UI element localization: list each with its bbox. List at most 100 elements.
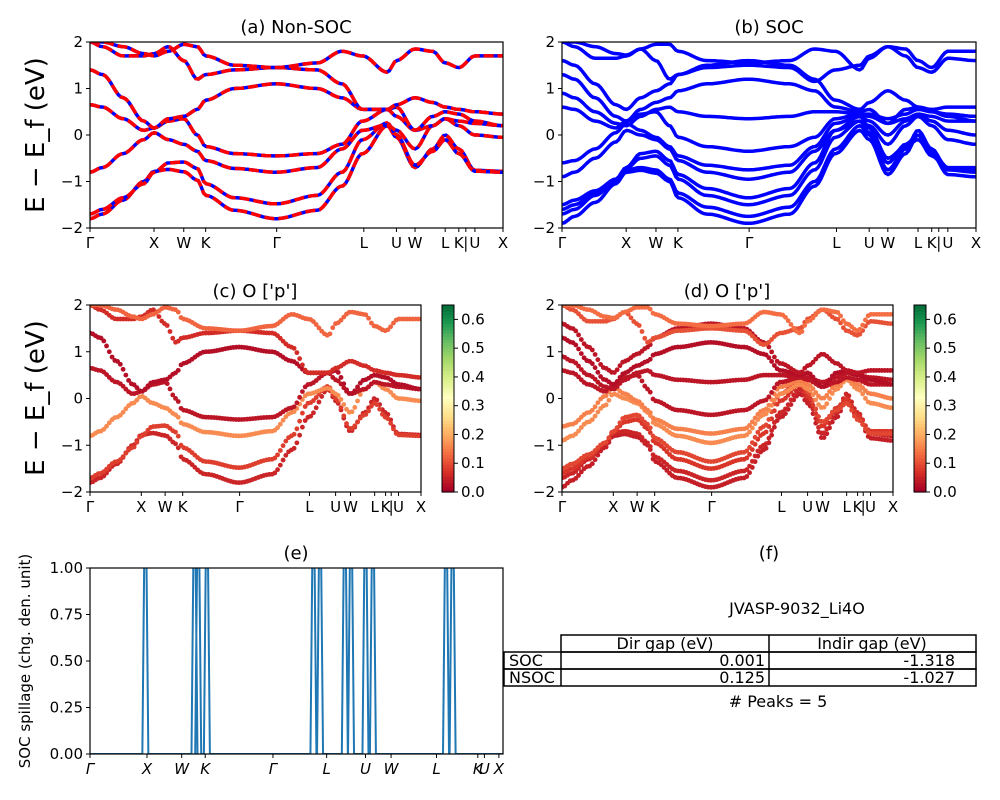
y-tick-label: 1 (545, 80, 555, 98)
band-point (835, 414, 841, 419)
band-point (277, 448, 283, 453)
colorbar-segment (442, 420, 454, 425)
band-point (294, 350, 300, 356)
colorbar-segment (914, 308, 926, 312)
colorbar-segment (914, 439, 926, 443)
band-point (272, 470, 278, 476)
band-point (851, 413, 857, 419)
colorbar-segment (914, 457, 926, 462)
colorbar-segment (914, 373, 926, 378)
band-point (592, 404, 598, 410)
band-point (821, 423, 827, 429)
band-point (123, 450, 129, 456)
band-point (291, 404, 297, 410)
band-point (766, 394, 772, 400)
band-point (167, 329, 173, 334)
colorbar-tick-label: 0.4 (933, 368, 957, 386)
band-point (311, 398, 316, 403)
y-tick-label: 1.00 (50, 559, 83, 577)
band-point (763, 445, 769, 451)
colorbar-segment (914, 482, 926, 487)
band-line-6 (562, 105, 976, 154)
band-point (388, 420, 394, 426)
band-point (308, 413, 314, 419)
x-tick-label: X (608, 498, 618, 516)
x-tick-label: | (861, 498, 866, 516)
colorbar-segment (442, 448, 454, 453)
band-point (612, 428, 617, 434)
x-tick-label: K (454, 234, 465, 252)
band-point (302, 404, 308, 409)
band-point (614, 379, 620, 384)
x-tick-label: L (360, 234, 369, 252)
y-tick-label: 0.50 (50, 652, 83, 670)
y-tick-label: 2 (545, 296, 555, 314)
band-point (355, 398, 360, 404)
y-tick-label: 0 (545, 390, 555, 408)
x-tick-label: Γ (269, 760, 279, 778)
band-point (164, 381, 170, 387)
band-point (341, 413, 347, 419)
x-tick-label: X (493, 760, 505, 778)
x-tick-label: W (815, 498, 830, 516)
x-tick-label: U (391, 234, 402, 252)
band-point (576, 472, 581, 478)
panel-f: (f) JVASP-9032_Li4O Dir gap (eV) Indir g… (503, 543, 977, 711)
band-point (313, 405, 319, 411)
band-point (297, 432, 303, 438)
band-line-4 (562, 114, 976, 181)
colorbar-segment (914, 305, 926, 309)
colorbar-segment (914, 364, 926, 368)
band-point (123, 372, 129, 378)
band-point (617, 363, 623, 369)
colorbar-segment (914, 479, 926, 484)
band-point (857, 326, 863, 332)
band-point (341, 402, 347, 407)
colorbar-segment (914, 361, 926, 365)
band-point (352, 423, 358, 429)
colorbar-segment (914, 445, 926, 449)
band-point (785, 318, 791, 324)
y-tick-label: 0 (73, 390, 83, 408)
y-tick-label: −2 (533, 219, 555, 237)
colorbar-segment (442, 485, 454, 490)
band-point (366, 408, 371, 414)
colorbar-segment (914, 314, 926, 319)
colorbar-segment (442, 451, 454, 456)
panel-c-ylabel: E − E_f (eV) (21, 320, 51, 476)
colorbar-segment (442, 336, 454, 340)
band-point (827, 396, 832, 402)
x-tick-label: K (473, 760, 484, 778)
band-point (374, 397, 380, 403)
colorbar-segment (914, 414, 926, 418)
band-point (576, 363, 581, 369)
x-tick-label: Γ (558, 234, 567, 252)
colorbar-segment (442, 364, 454, 368)
x-tick-label: K (201, 234, 212, 252)
colorbar-segment (442, 417, 454, 421)
band-point (589, 461, 595, 467)
band-point (175, 399, 181, 404)
band-point (316, 325, 322, 331)
band-point (277, 421, 283, 427)
band-point (769, 349, 775, 355)
colorbar-segment (914, 386, 926, 390)
colorbar-segment (914, 336, 926, 340)
band-point (164, 323, 170, 328)
band-point (636, 374, 642, 379)
band-point (592, 352, 598, 357)
colorbar-segment (914, 351, 926, 356)
colorbar-segment (442, 357, 454, 362)
table-row-label: SOC (509, 651, 543, 670)
band-point (294, 400, 300, 406)
band-point (647, 389, 653, 395)
colorbar-segment (914, 451, 926, 456)
colorbar-segment (914, 404, 926, 409)
band-point (573, 342, 579, 348)
band-point (827, 377, 832, 383)
band-point (167, 386, 173, 392)
band-point (173, 429, 178, 435)
y-tick-label: 2 (73, 296, 83, 314)
colorbar-segment (914, 442, 926, 446)
